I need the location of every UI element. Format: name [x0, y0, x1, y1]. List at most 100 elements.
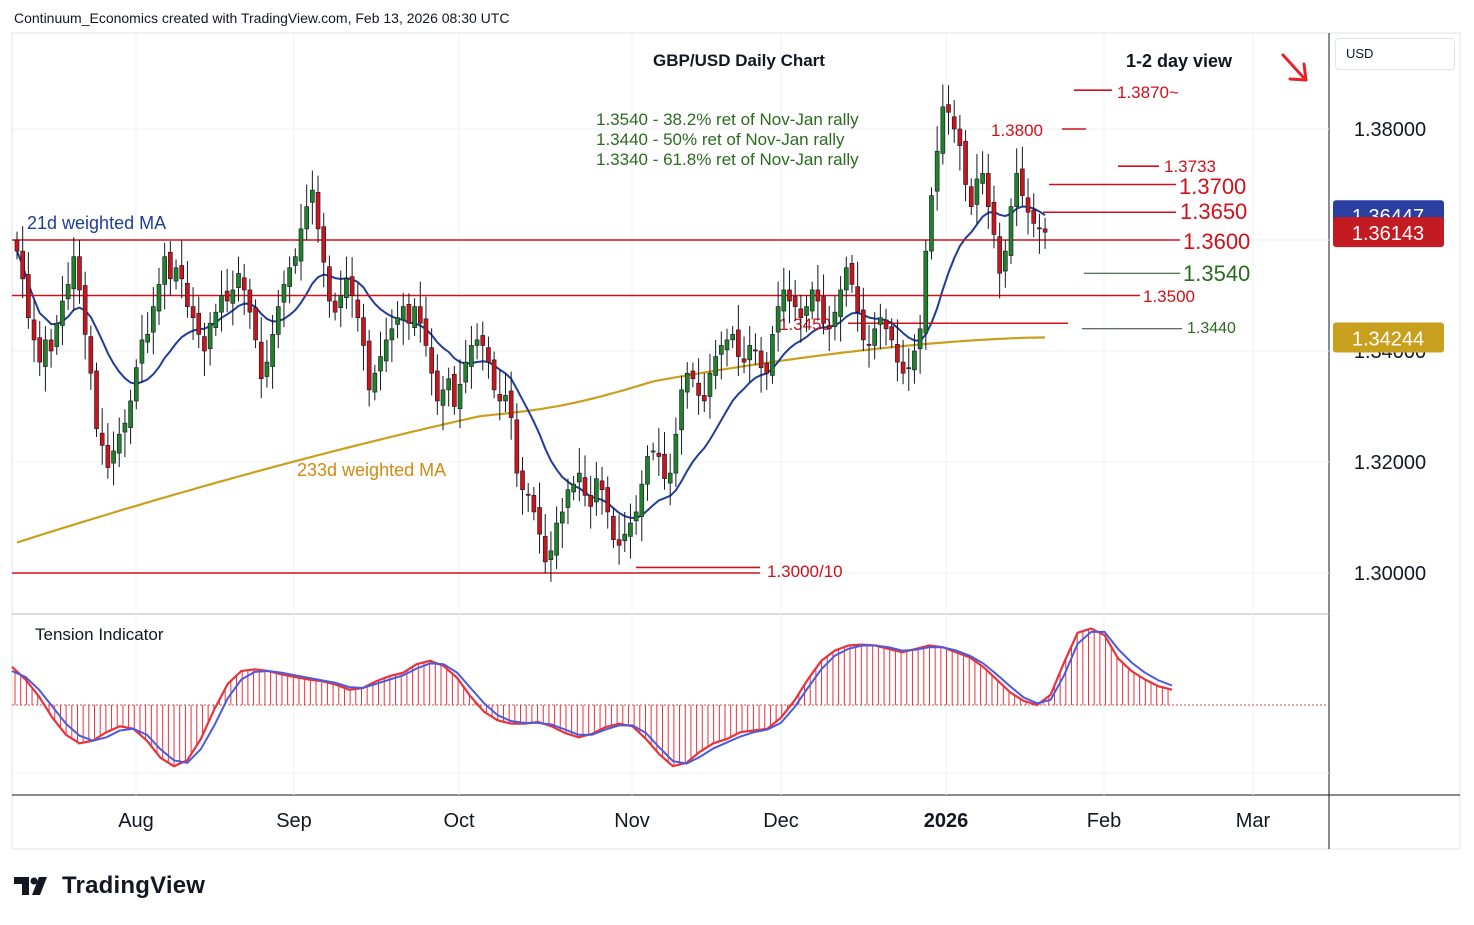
candle-body [662, 453, 667, 479]
candle-body [849, 263, 855, 285]
candle-body [264, 361, 270, 377]
candle-body [781, 289, 787, 312]
candle-body [378, 356, 383, 372]
x-tick-label: Mar [1236, 810, 1271, 832]
candle-body [400, 306, 406, 321]
candle-body [270, 334, 275, 367]
candle-body [838, 289, 843, 317]
candle-body [991, 201, 997, 235]
candle-body [980, 173, 985, 184]
candle-body [168, 251, 173, 280]
candle-body [20, 250, 25, 280]
candle-body [912, 350, 917, 371]
candle-body [929, 195, 934, 252]
currency-selector[interactable]: USD [1335, 38, 1455, 70]
candle-body [293, 256, 298, 266]
ma-233-label: 233d weighted MA [297, 460, 446, 480]
candle-body [832, 311, 838, 327]
candle-body [156, 284, 162, 312]
candle-body [361, 317, 366, 346]
y-tick-label: 1.38000 [1354, 119, 1426, 141]
candle-body [236, 272, 241, 289]
candle-body [997, 236, 1002, 274]
candle-body [173, 267, 179, 282]
candle-body [594, 478, 599, 503]
candle-body [531, 494, 537, 513]
candle-body [679, 389, 684, 431]
candle-body [611, 516, 616, 541]
candle-body [491, 359, 497, 391]
candle-body [628, 522, 633, 537]
candle-body [207, 322, 213, 350]
candle-body [315, 191, 321, 230]
candle-body [43, 339, 48, 367]
candle-body [151, 306, 156, 333]
level-label: 1.3600 [1183, 229, 1250, 254]
candle-body [253, 307, 258, 341]
candle-body [787, 289, 792, 302]
candle-body [372, 372, 378, 393]
candle-body [190, 306, 196, 319]
candle-body [548, 550, 554, 560]
price-tag-text: 1.34244 [1352, 328, 1424, 350]
candle-body [355, 299, 361, 319]
candle-body [1042, 228, 1048, 233]
candle-body [508, 390, 514, 418]
candle-body [99, 432, 105, 446]
candle-body [736, 329, 741, 357]
candle-body [417, 306, 423, 324]
candle-body [338, 295, 344, 309]
candle-body [514, 419, 520, 474]
price-axis[interactable]: 1.300001.320001.340001.380001.364471.361… [1333, 119, 1444, 585]
candle-body [809, 289, 815, 312]
candle-body [605, 487, 611, 513]
candle-body [667, 472, 673, 484]
candle-body [457, 383, 463, 410]
candle-body [650, 450, 656, 453]
retracement-note: 1.3440 - 50% ret of Nov-Jan rally [596, 130, 845, 149]
tradingview-logo[interactable]: TradingView [14, 872, 205, 900]
candle-body [105, 445, 111, 468]
candle-body [815, 289, 821, 302]
candle-body [684, 372, 690, 393]
candle-body [985, 173, 991, 207]
candle-body [310, 189, 315, 203]
candle-body [588, 494, 593, 507]
price-tag-box [1333, 322, 1444, 353]
tradingview-logo-text: TradingView [62, 872, 206, 899]
candle-body [94, 370, 99, 430]
candle-body [559, 511, 565, 524]
x-tick-label: Nov [614, 810, 650, 832]
time-axis[interactable]: Aug Sep Oct Nov Dec 2026 Feb Mar [118, 810, 1270, 832]
candle-body [332, 300, 338, 313]
candle-body [707, 372, 713, 397]
candle-body [202, 336, 207, 352]
candle-body [139, 339, 145, 364]
candle-body [713, 356, 718, 376]
level-label: 1.3800 [991, 121, 1043, 140]
price-tag-box [1333, 217, 1444, 248]
candle-body [281, 284, 287, 303]
candle-body [435, 370, 440, 402]
candle-body [219, 295, 224, 313]
candle-body [486, 347, 491, 363]
candle-body [389, 328, 395, 341]
candle-body [895, 344, 900, 363]
candle-body [145, 334, 150, 343]
level-label: 1.3500 [1143, 287, 1195, 306]
candle-body [878, 317, 883, 325]
candle-body [520, 470, 525, 491]
candle-body [537, 507, 542, 535]
ma-21-path [16, 205, 1046, 520]
candle-body [429, 347, 434, 374]
level-label: 1.3000/10 [767, 562, 843, 581]
candle-body [37, 337, 43, 363]
candle-body [440, 389, 446, 406]
retracement-note: 1.3340 - 61.8% ret of Nov-Jan rally [596, 150, 859, 169]
candle-body [275, 306, 281, 335]
candle-body [883, 319, 889, 330]
candle-body [344, 278, 349, 299]
candle-body [423, 318, 429, 346]
